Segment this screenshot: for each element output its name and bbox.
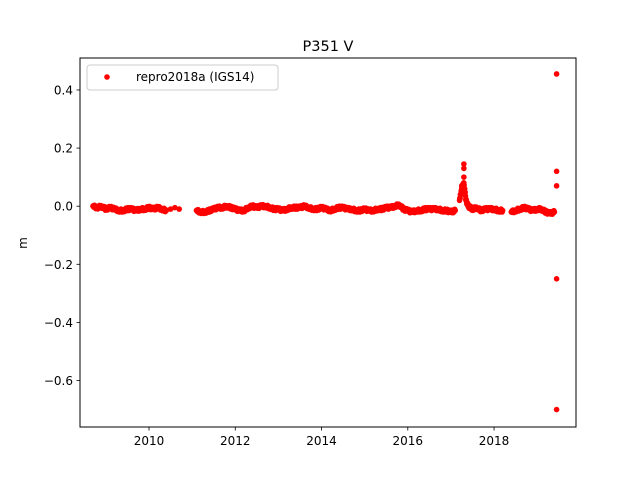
x-tick-label: 2010 [134, 434, 165, 448]
x-tick-label: 2016 [393, 434, 424, 448]
plot-layer [90, 71, 560, 413]
data-point [176, 206, 182, 212]
data-point [553, 168, 560, 175]
y-axis: 0.4 0.2 0.0 −0.2 −0.4 −0.6 [44, 83, 80, 388]
data-point [553, 276, 560, 282]
y-tick-label: −0.2 [44, 258, 73, 272]
y-axis-label: m [16, 237, 30, 249]
y-tick-label: −0.4 [44, 316, 73, 330]
legend: repro2018a (IGS14) [86, 64, 279, 91]
data-point [553, 71, 560, 77]
x-axis: 2010 2012 2014 2016 2018 [134, 427, 510, 448]
data-point [461, 161, 467, 167]
data-point [553, 406, 560, 413]
data-point [172, 204, 178, 211]
data-point [163, 207, 170, 214]
x-tick-label: 2014 [306, 434, 337, 448]
y-tick-label: −0.6 [44, 374, 73, 388]
y-tick-label: 0.2 [54, 142, 73, 156]
legend-box [86, 64, 279, 91]
legend-label: repro2018a (IGS14) [136, 70, 254, 84]
data-point [452, 207, 459, 214]
legend-marker [104, 74, 110, 80]
data-point [461, 165, 467, 172]
x-tick-label: 2012 [220, 434, 251, 448]
data-point [458, 183, 465, 189]
data-point [499, 207, 506, 214]
data-point [461, 174, 467, 180]
data-point [553, 183, 560, 189]
x-tick-label: 2018 [479, 434, 510, 448]
y-tick-label: 0.0 [54, 200, 73, 214]
y-tick-label: 0.4 [54, 83, 73, 97]
axes-frame [79, 57, 577, 428]
data-point [167, 206, 174, 212]
data-point [551, 209, 558, 215]
chart-title: P351 V [303, 39, 354, 55]
